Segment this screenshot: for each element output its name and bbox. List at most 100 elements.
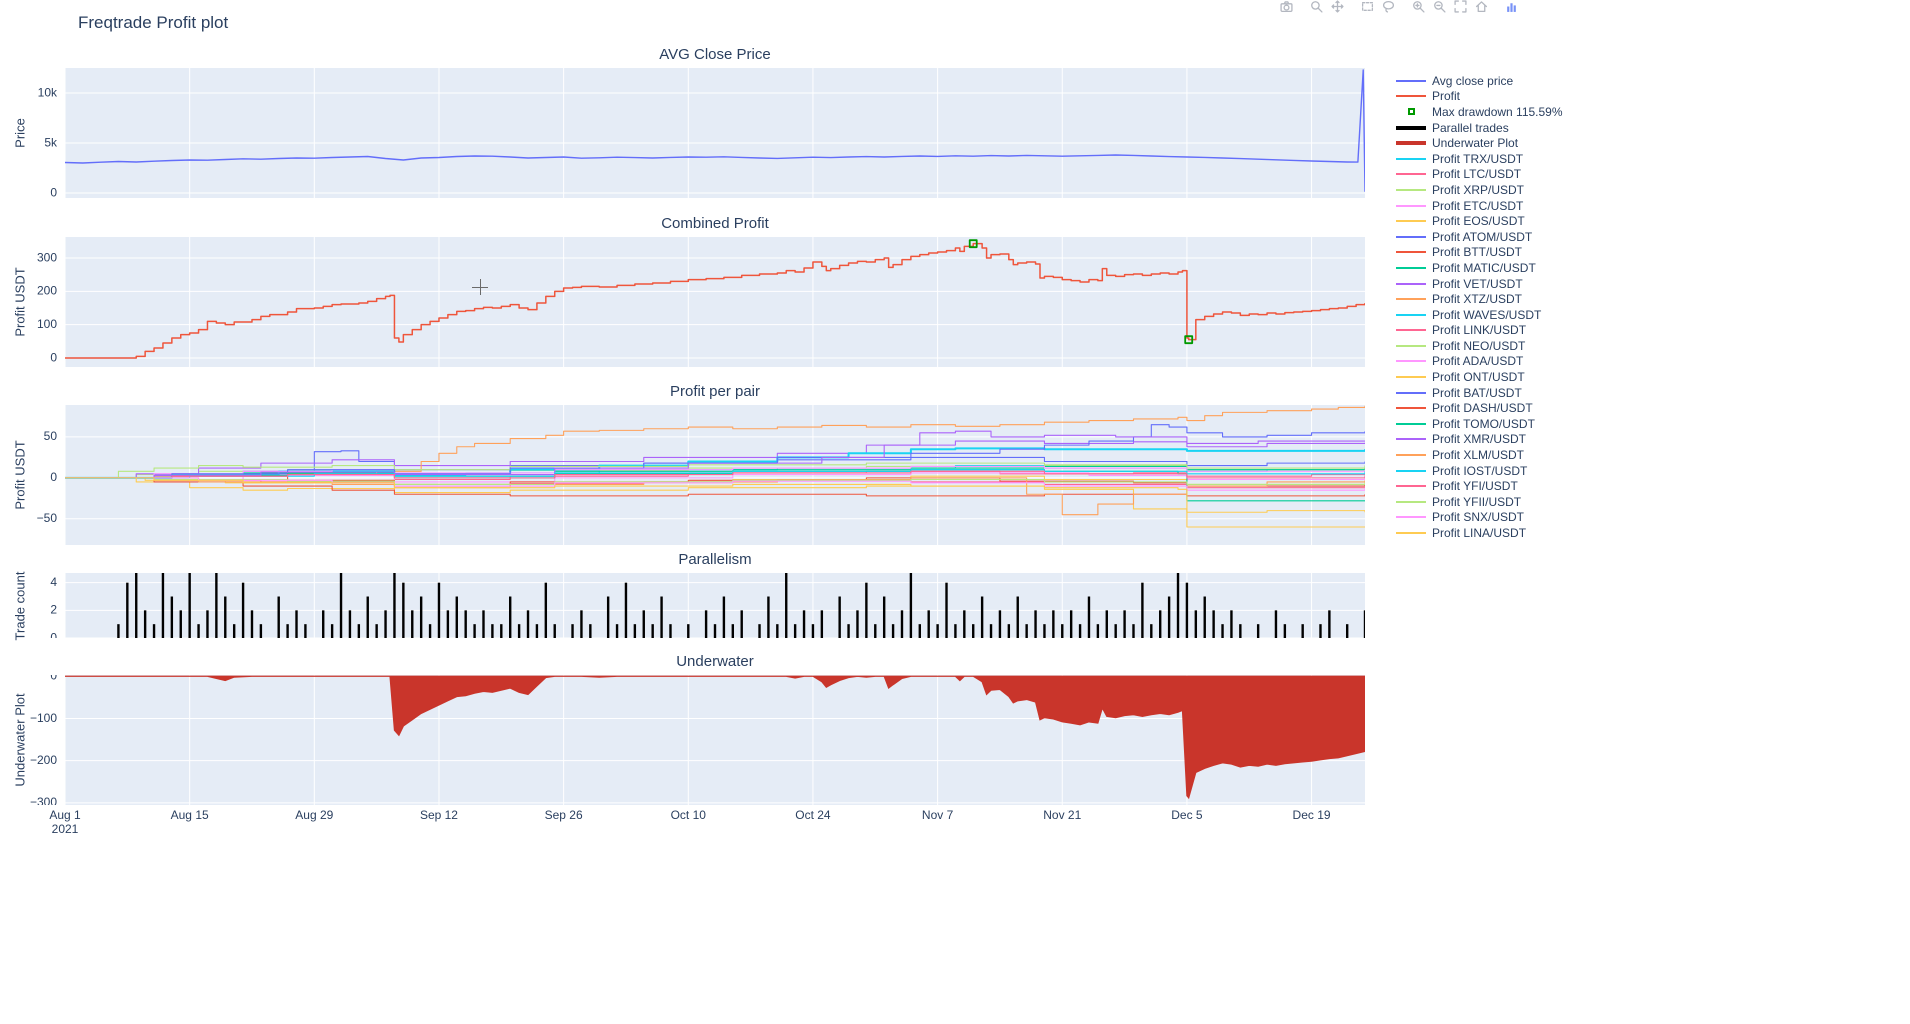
zoom-in-icon[interactable] — [1408, 0, 1429, 13]
pan-icon[interactable] — [1327, 0, 1348, 13]
line-swatch-icon — [1396, 204, 1426, 207]
combined-profit-plot[interactable] — [0, 237, 1565, 367]
plotly-figure: Freqtrade Profit plot AVG Close Price Co… — [0, 0, 1565, 840]
zoom-icon[interactable] — [1306, 0, 1327, 13]
legend-item-profit-etc-usdt[interactable]: Profit ETC/USDT — [1396, 198, 1563, 214]
profit-per-pair-plot[interactable] — [0, 405, 1565, 545]
underwater-plot[interactable] — [0, 675, 1565, 805]
legend-line-swatch — [1396, 485, 1426, 488]
x-axis-tick-labels: Aug 1 2021 Aug 15 Aug 29 Sep 12 Sep 26 Oct 10 O… — [0, 808, 1565, 840]
reset-axes-icon[interactable] — [1471, 0, 1492, 13]
legend-item-profit-iost-usdt[interactable]: Profit IOST/USDT — [1396, 463, 1563, 479]
legend-item-profit-xmr-usdt[interactable]: Profit XMR/USDT — [1396, 432, 1563, 448]
legend-item-profit[interactable]: Profit — [1396, 89, 1563, 105]
lasso-select-icon[interactable] — [1378, 0, 1399, 13]
legend-line-swatch — [1396, 235, 1426, 238]
line-swatch-icon — [1396, 532, 1426, 535]
legend-label: Profit XMR/USDT — [1432, 432, 1527, 447]
x-tick-oct-10: Oct 10 — [671, 808, 706, 822]
legend-item-profit-ltc-usdt[interactable]: Profit LTC/USDT — [1396, 167, 1563, 183]
box-select-icon[interactable] — [1357, 0, 1378, 13]
legend-item-profit-yfii-usdt[interactable]: Profit YFII/USDT — [1396, 494, 1563, 510]
subplot-title-profit-per-pair: Profit per pair — [669, 383, 761, 400]
legend-label: Profit BTT/USDT — [1432, 245, 1523, 260]
legend-item-profit-bat-usdt[interactable]: Profit BAT/USDT — [1396, 385, 1563, 401]
drawdown-marker-swatch — [1396, 108, 1426, 116]
legend-item-profit-vet-usdt[interactable]: Profit VET/USDT — [1396, 276, 1563, 292]
parallelism-plot[interactable] — [0, 573, 1565, 638]
legend-line-swatch — [1396, 376, 1426, 379]
x-tick-label: Oct 24 — [795, 808, 831, 822]
legend-item-underwater-plot[interactable]: Underwater Plot — [1396, 135, 1563, 151]
line-swatch-icon — [1396, 266, 1426, 269]
x-tick-aug-15: Aug 15 — [171, 808, 209, 822]
line-swatch-icon — [1396, 438, 1426, 441]
x-tick-label: Aug 1 — [49, 808, 81, 822]
legend-item-profit-eos-usdt[interactable]: Profit EOS/USDT — [1396, 213, 1563, 229]
legend-item-profit-ada-usdt[interactable]: Profit ADA/USDT — [1396, 354, 1563, 370]
legend-item-profit-xtz-usdt[interactable]: Profit XTZ/USDT — [1396, 291, 1563, 307]
legend-item-profit-neo-usdt[interactable]: Profit NEO/USDT — [1396, 338, 1563, 354]
x-tick-label: Nov 21 — [1043, 808, 1082, 822]
legend-label: Profit YFI/USDT — [1432, 479, 1518, 494]
legend-item-profit-btt-usdt[interactable]: Profit BTT/USDT — [1396, 245, 1563, 261]
x-tick-label: Dec 19 — [1292, 808, 1331, 822]
legend-item-parallel-trades[interactable]: Parallel trades — [1396, 120, 1563, 136]
legend-item-profit-lina-usdt[interactable]: Profit LINA/USDT — [1396, 525, 1563, 541]
legend-item-profit-yfi-usdt[interactable]: Profit YFI/USDT — [1396, 478, 1563, 494]
legend-label: Underwater Plot — [1432, 136, 1519, 151]
line-swatch-icon — [1396, 422, 1426, 425]
legend-label: Profit TRX/USDT — [1432, 151, 1524, 166]
legend-item-profit-matic-usdt[interactable]: Profit MATIC/USDT — [1396, 260, 1563, 276]
autoscale-icon[interactable] — [1450, 0, 1471, 13]
legend-item-profit-atom-usdt[interactable]: Profit ATOM/USDT — [1396, 229, 1563, 245]
legend-line-swatch — [1396, 282, 1426, 285]
legend-line-swatch — [1396, 391, 1426, 394]
legend-label: Profit TOMO/USDT — [1432, 416, 1535, 431]
legend-label: Profit VET/USDT — [1432, 276, 1523, 291]
subplot-title-underwater: Underwater — [676, 653, 754, 670]
legend-line-swatch — [1396, 344, 1426, 347]
line-swatch-icon — [1396, 79, 1426, 82]
legend-item-profit-snx-usdt[interactable]: Profit SNX/USDT — [1396, 510, 1563, 526]
legend-line-swatch — [1396, 141, 1426, 146]
line-swatch-icon — [1396, 95, 1426, 98]
line-swatch-icon — [1396, 485, 1426, 488]
legend-label: Avg close price — [1432, 73, 1514, 88]
plotly-logo-icon[interactable] — [1501, 0, 1522, 13]
avg-close-price-plot[interactable] — [0, 68, 1565, 198]
legend-label: Profit BAT/USDT — [1432, 385, 1522, 400]
line-swatch-icon — [1396, 125, 1426, 130]
legend-item-profit-dash-usdt[interactable]: Profit DASH/USDT — [1396, 400, 1563, 416]
legend-label: Profit LTC/USDT — [1432, 167, 1522, 182]
legend-item-profit-trx-usdt[interactable]: Profit TRX/USDT — [1396, 151, 1563, 167]
legend-label: Profit XLM/USDT — [1432, 448, 1525, 463]
line-swatch-icon — [1396, 454, 1426, 457]
legend-line-swatch — [1396, 407, 1426, 410]
legend-item-profit-xrp-usdt[interactable]: Profit XRP/USDT — [1396, 182, 1563, 198]
line-swatch-icon — [1396, 344, 1426, 347]
legend-label: Profit MATIC/USDT — [1432, 260, 1536, 275]
line-swatch-icon — [1396, 173, 1426, 176]
x-tick-aug-29: Aug 29 — [295, 808, 333, 822]
legend-item-max-drawdown-115-59-[interactable]: Max drawdown 115.59% — [1396, 104, 1563, 120]
legend-line-swatch — [1396, 454, 1426, 457]
legend-item-profit-tomo-usdt[interactable]: Profit TOMO/USDT — [1396, 416, 1563, 432]
line-swatch-icon — [1396, 298, 1426, 301]
legend-item-profit-waves-usdt[interactable]: Profit WAVES/USDT — [1396, 307, 1563, 323]
x-tick-sep-12: Sep 12 — [420, 808, 458, 822]
legend-line-swatch — [1396, 220, 1426, 223]
legend-item-profit-link-usdt[interactable]: Profit LINK/USDT — [1396, 323, 1563, 339]
legend-label: Profit ATOM/USDT — [1432, 229, 1533, 244]
legend-item-avg-close-price[interactable]: Avg close price — [1396, 73, 1563, 89]
legend-line-swatch — [1396, 251, 1426, 254]
x-tick-nov-21: Nov 21 — [1043, 808, 1081, 822]
camera-icon[interactable] — [1276, 0, 1297, 13]
legend-label: Profit LINK/USDT — [1432, 323, 1527, 338]
legend-item-profit-ont-usdt[interactable]: Profit ONT/USDT — [1396, 369, 1563, 385]
zoom-out-icon[interactable] — [1429, 0, 1450, 13]
x-tick-oct-24: Oct 24 — [795, 808, 830, 822]
legend-item-profit-xlm-usdt[interactable]: Profit XLM/USDT — [1396, 447, 1563, 463]
subplot-title-parallelism: Parallelism — [678, 551, 752, 568]
x-tick-label: Nov 7 — [921, 808, 954, 822]
